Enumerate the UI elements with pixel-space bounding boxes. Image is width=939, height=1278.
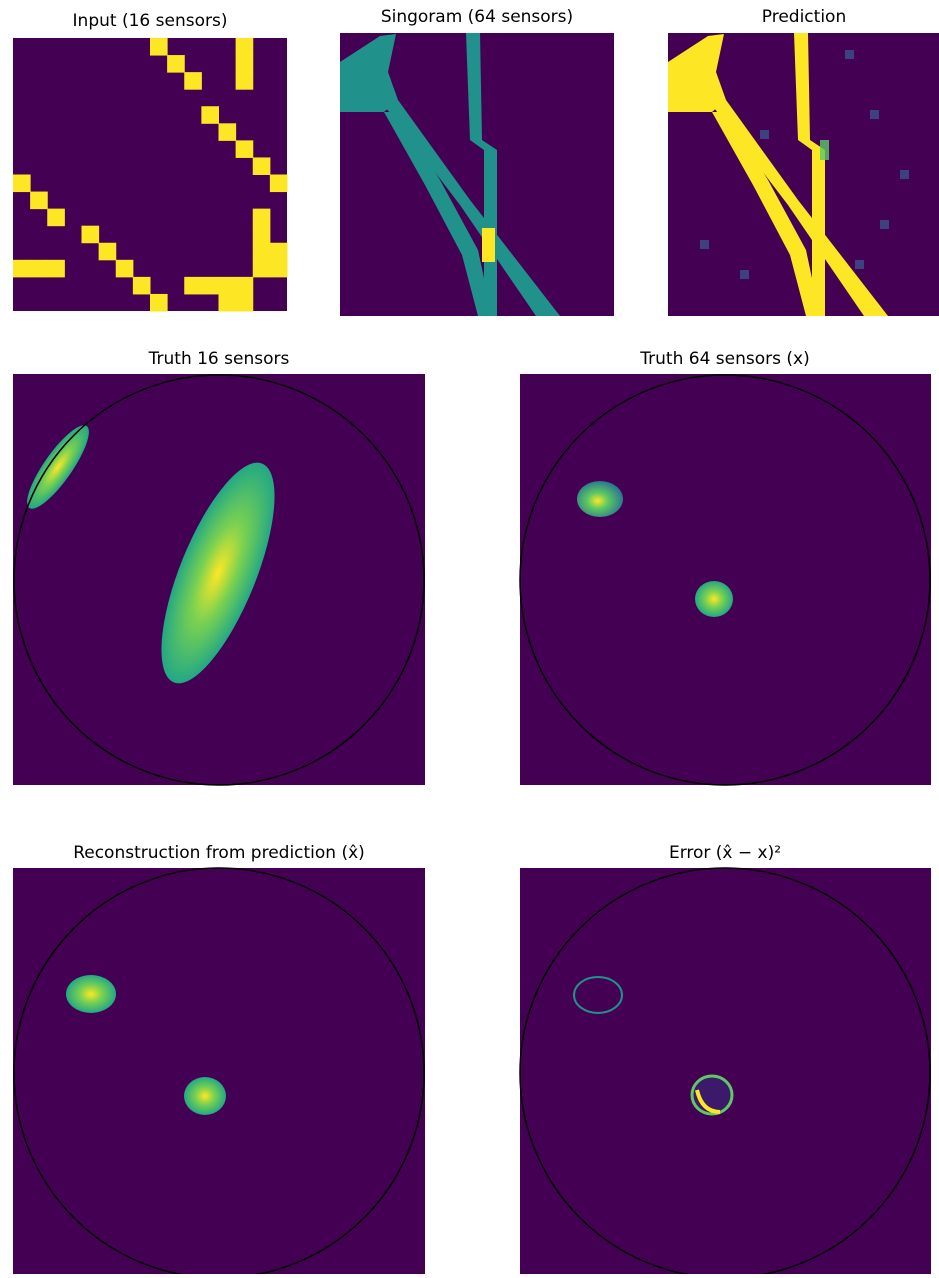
input-pixel	[150, 38, 168, 56]
panel-title: Reconstruction from prediction (x̂)	[73, 843, 365, 863]
input-pixel	[167, 55, 185, 73]
input-pixel	[184, 72, 202, 90]
input-pixel	[270, 243, 288, 261]
panel-title: Singoram (64 sensors)	[381, 7, 573, 27]
panel-title: Prediction	[762, 7, 846, 27]
input-pixel	[236, 72, 254, 90]
input-pixel	[236, 38, 254, 56]
input-pixel	[201, 277, 219, 295]
input-pixel	[236, 55, 254, 73]
input-pixel	[236, 140, 254, 158]
reconstruction-image	[13, 868, 425, 1274]
panel-title: Truth 16 sensors	[148, 349, 290, 369]
input-pixel	[30, 192, 48, 210]
sinogram-image	[340, 33, 614, 316]
input-pixel	[219, 123, 237, 141]
input-pixel	[47, 260, 65, 278]
truth64-image	[520, 374, 931, 785]
input-pixel	[82, 226, 100, 244]
error-image	[520, 868, 931, 1274]
input-pixel	[13, 260, 31, 278]
input-pixel	[99, 243, 117, 261]
input-pixel	[219, 277, 237, 295]
input-image	[13, 38, 288, 312]
input-pixel	[150, 294, 168, 312]
input-pixel	[219, 294, 237, 312]
input-pixel	[184, 277, 202, 295]
input-pixel	[253, 209, 271, 227]
figure: Input (16 sensors) Singoram (64 sensors)…	[0, 0, 939, 1274]
panel-title: Error (x̂ − x)²	[669, 843, 781, 863]
input-pixel	[236, 277, 254, 295]
input-pixel	[270, 175, 288, 193]
input-pixel	[133, 277, 151, 295]
input-pixel	[270, 260, 288, 278]
panel-title: Input (16 sensors)	[73, 11, 228, 31]
panel-title: Truth 64 sensors (x)	[639, 349, 809, 369]
input-pixel	[253, 157, 271, 175]
truth16-image	[13, 374, 425, 785]
input-pixel	[253, 226, 271, 244]
prediction-image	[668, 33, 939, 316]
input-pixel	[13, 175, 31, 193]
input-pixel	[236, 294, 254, 312]
input-pixel	[116, 260, 134, 278]
input-pixel	[253, 243, 271, 261]
input-pixel	[201, 106, 219, 124]
input-pixel	[253, 260, 271, 278]
input-pixel	[30, 260, 48, 278]
input-pixel	[47, 209, 65, 227]
